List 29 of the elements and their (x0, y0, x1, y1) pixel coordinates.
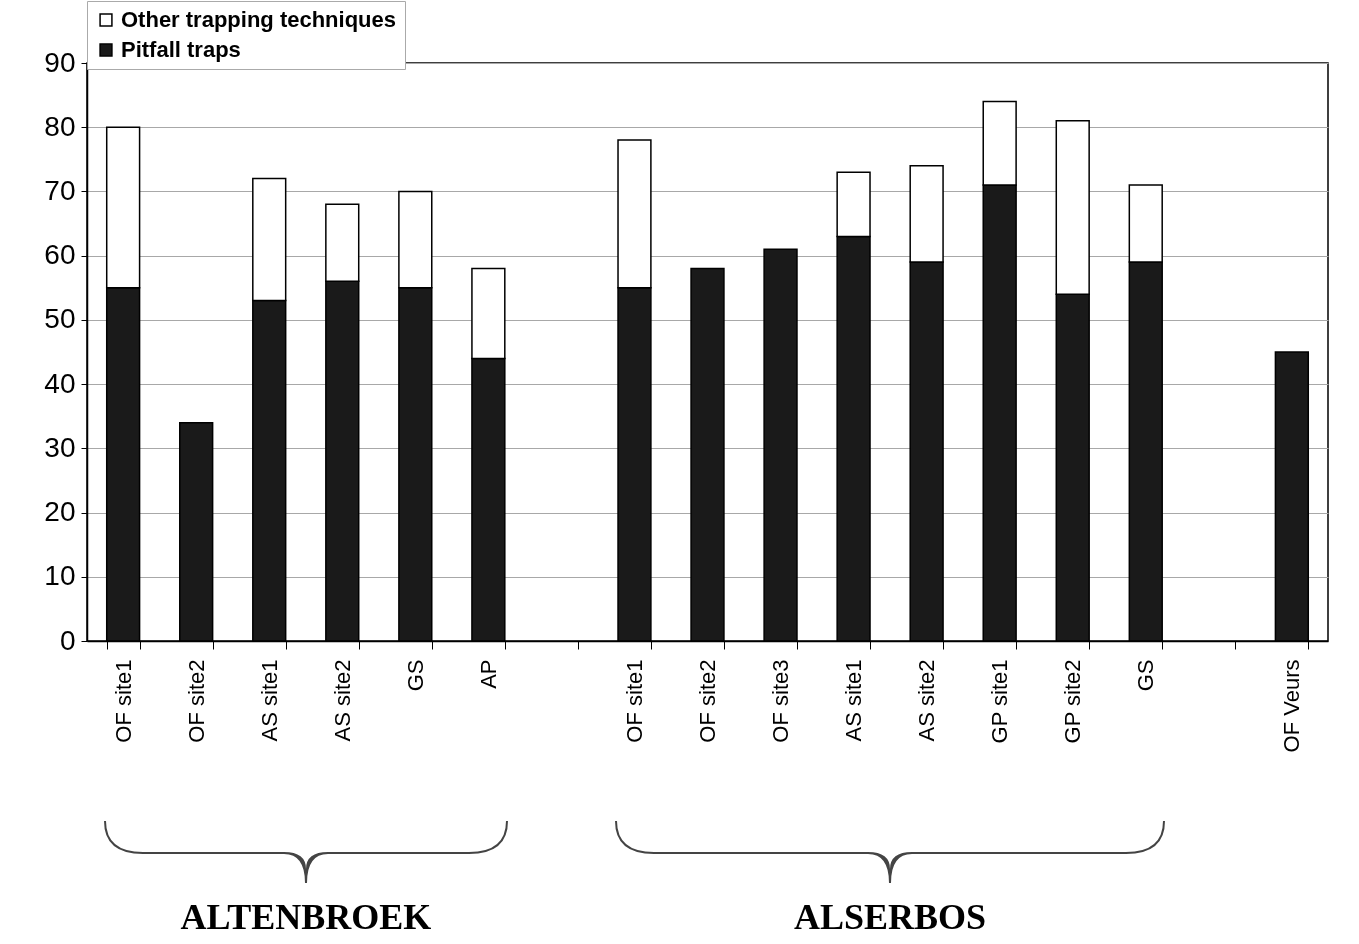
x-tick-label: GP site1 (987, 659, 1013, 744)
y-tick-label: 70 (44, 174, 76, 206)
y-tick-label: 0 (59, 624, 76, 656)
x-tick-label: OF site1 (110, 659, 136, 743)
x-tick-label: AP (475, 659, 501, 689)
x-tick-label: AS site1 (841, 659, 867, 742)
y-tick-label: 20 (44, 496, 76, 528)
y-tick-label: 60 (44, 239, 76, 271)
x-tick-label: OF site1 (621, 659, 647, 743)
x-tick-label: OF Veurs (1279, 659, 1305, 753)
legend-label: Other trapping techniques (121, 7, 397, 32)
x-tick-label: AS site1 (256, 659, 282, 742)
x-tick-label: GS (402, 659, 428, 692)
x-tick-label: AS site2 (914, 659, 940, 742)
x-tick-label: GS (1133, 659, 1159, 692)
y-tick-label: 80 (44, 110, 76, 142)
x-tick-label: GP site2 (1060, 659, 1086, 744)
y-tick-label: 30 (44, 431, 76, 463)
text: ALSERBOS (793, 896, 987, 938)
legend-label: Pitfall traps (121, 37, 241, 62)
x-tick-label: AS site2 (329, 659, 355, 742)
y-tick-label: 10 (44, 560, 76, 592)
x-tick-label: OF site2 (183, 659, 209, 743)
y-tick-label: 90 (44, 46, 76, 78)
x-tick-label: OF site3 (768, 659, 794, 743)
y-tick-label: 50 (44, 303, 76, 335)
text: ALTENBROEK (180, 896, 432, 938)
x-tick-label: OF site2 (695, 659, 720, 743)
y-tick-label: 40 (44, 367, 76, 399)
